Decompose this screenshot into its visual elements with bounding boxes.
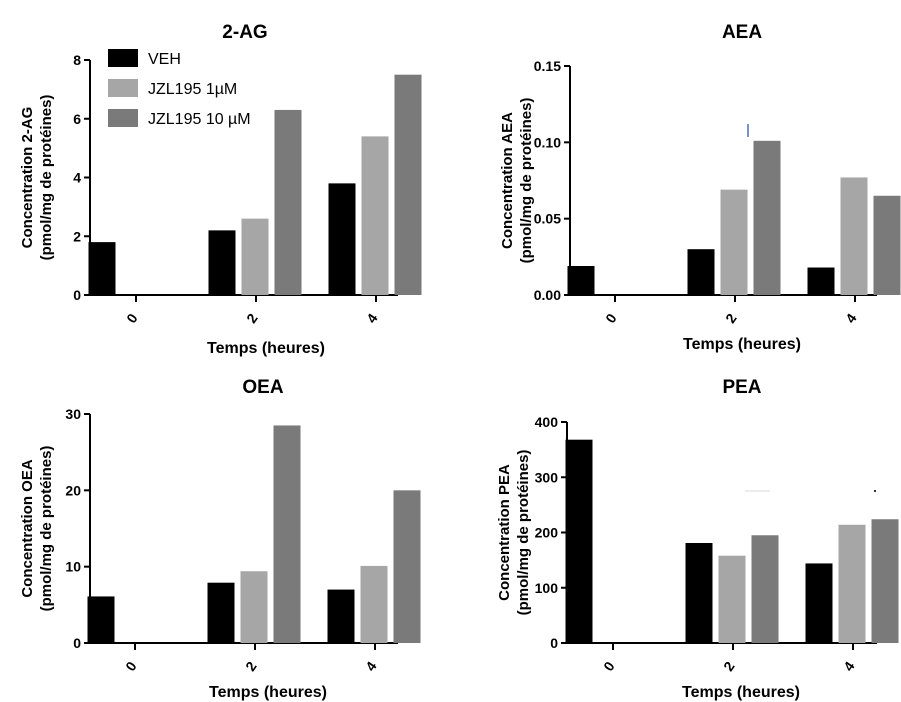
x-tick-label: 0 bbox=[123, 310, 141, 326]
y-tick-label: 2 bbox=[73, 228, 81, 244]
bar bbox=[88, 242, 116, 295]
bar bbox=[751, 535, 779, 643]
y-tick-label: 100 bbox=[535, 580, 559, 596]
x-tick-label: 4 bbox=[840, 658, 858, 674]
x-axis-label: Temps (heures) bbox=[207, 340, 325, 357]
x-axis-label: Temps (heures) bbox=[682, 684, 800, 701]
chart-title: 2-AG bbox=[222, 22, 267, 43]
y-tick-label: 200 bbox=[535, 525, 559, 541]
y-axis-label: Concentration 2-AG bbox=[19, 107, 36, 249]
x-axis-label: Temps (heures) bbox=[683, 336, 801, 353]
chart-title: OEA bbox=[242, 377, 283, 398]
chart-2-ag: 2-AG 0 2 4 6 8 Concentration 2-AG (pmol/mg de p… bbox=[19, 22, 422, 357]
y-tick-label: 6 bbox=[73, 111, 81, 127]
y-tick-label: 0.10 bbox=[534, 134, 561, 150]
chart-title: AEA bbox=[722, 22, 762, 43]
y-tick-label: 30 bbox=[65, 406, 81, 422]
legend-swatch bbox=[108, 49, 138, 67]
bar bbox=[807, 267, 835, 295]
bar bbox=[394, 74, 422, 295]
y-axis-label-units: (pmol/mg de protéines) bbox=[38, 95, 55, 261]
y-tick-label: 4 bbox=[73, 170, 81, 186]
x-tick-label: 2 bbox=[242, 658, 260, 674]
bar bbox=[274, 109, 302, 295]
y-tick-label: 400 bbox=[535, 414, 559, 430]
y-tick-label: 0 bbox=[550, 635, 558, 651]
y-axis-label: Concentration AEA bbox=[499, 112, 516, 249]
bar bbox=[361, 136, 389, 295]
bar bbox=[87, 596, 115, 643]
bar bbox=[565, 439, 593, 643]
x-tick-label: 2 bbox=[722, 310, 740, 326]
y-axis-label: Concentration OEA bbox=[19, 459, 36, 598]
x-tick-label: 4 bbox=[842, 310, 860, 326]
bar bbox=[207, 582, 235, 643]
bar bbox=[873, 195, 901, 295]
bar bbox=[240, 571, 268, 643]
chart-title: PEA bbox=[722, 377, 761, 398]
bar bbox=[393, 490, 421, 643]
bar bbox=[718, 555, 746, 643]
bar bbox=[273, 425, 301, 643]
y-tick-label: 0.00 bbox=[534, 287, 561, 303]
legend-label: VEH bbox=[148, 51, 181, 68]
x-tick-label: 4 bbox=[363, 310, 381, 326]
x-tick-label: 0 bbox=[122, 658, 140, 674]
legend: VEH JZL195 1µM JZL195 10 µM bbox=[108, 49, 251, 128]
x-axis-label: Temps (heures) bbox=[209, 684, 327, 701]
legend-label: JZL195 1µM bbox=[148, 81, 237, 98]
y-tick-label: 10 bbox=[65, 559, 81, 575]
y-axis-label: Concentration PEA bbox=[496, 464, 513, 601]
x-tick-label: 0 bbox=[602, 310, 620, 326]
bar bbox=[840, 177, 868, 295]
bar bbox=[360, 565, 388, 643]
bar bbox=[567, 265, 595, 295]
y-tick-label: 8 bbox=[73, 52, 81, 68]
y-tick-label: 300 bbox=[535, 469, 559, 485]
bar bbox=[327, 589, 355, 643]
bar bbox=[805, 563, 833, 643]
bar bbox=[871, 519, 899, 643]
bar bbox=[753, 140, 781, 295]
x-tick-label: 2 bbox=[720, 658, 738, 674]
legend-swatch bbox=[108, 79, 138, 97]
legend-label: JZL195 10 µM bbox=[148, 111, 251, 128]
bar bbox=[685, 542, 713, 643]
y-axis-label-units: (pmol/mg de protéines) bbox=[515, 450, 532, 616]
bar bbox=[328, 183, 356, 295]
legend-swatch bbox=[108, 109, 138, 127]
y-tick-label: 0.05 bbox=[534, 211, 561, 227]
y-tick-label: 0.15 bbox=[534, 58, 561, 74]
bar bbox=[208, 230, 236, 295]
chart-aea: AEA 0.00 0.05 0.10 0.15 Concentration AEA (pmo… bbox=[499, 22, 901, 353]
bar bbox=[838, 524, 866, 643]
stray-mark bbox=[874, 490, 876, 492]
chart-pea: PEA 0 100 200 300 400 Concentration PEA (pmol/m… bbox=[496, 377, 899, 701]
x-tick-label: 4 bbox=[362, 658, 380, 674]
bar bbox=[241, 218, 269, 295]
bar bbox=[720, 189, 748, 295]
x-tick-label: 2 bbox=[243, 310, 261, 326]
bar bbox=[687, 249, 715, 295]
y-tick-label: 0 bbox=[73, 287, 81, 303]
x-tick-label: 0 bbox=[600, 658, 618, 674]
y-axis-label-units: (pmol/mg de protéines) bbox=[518, 98, 535, 264]
y-tick-label: 20 bbox=[65, 482, 81, 498]
y-tick-label: 0 bbox=[73, 635, 81, 651]
y-axis-label-units: (pmol/mg de protéines) bbox=[38, 446, 55, 612]
